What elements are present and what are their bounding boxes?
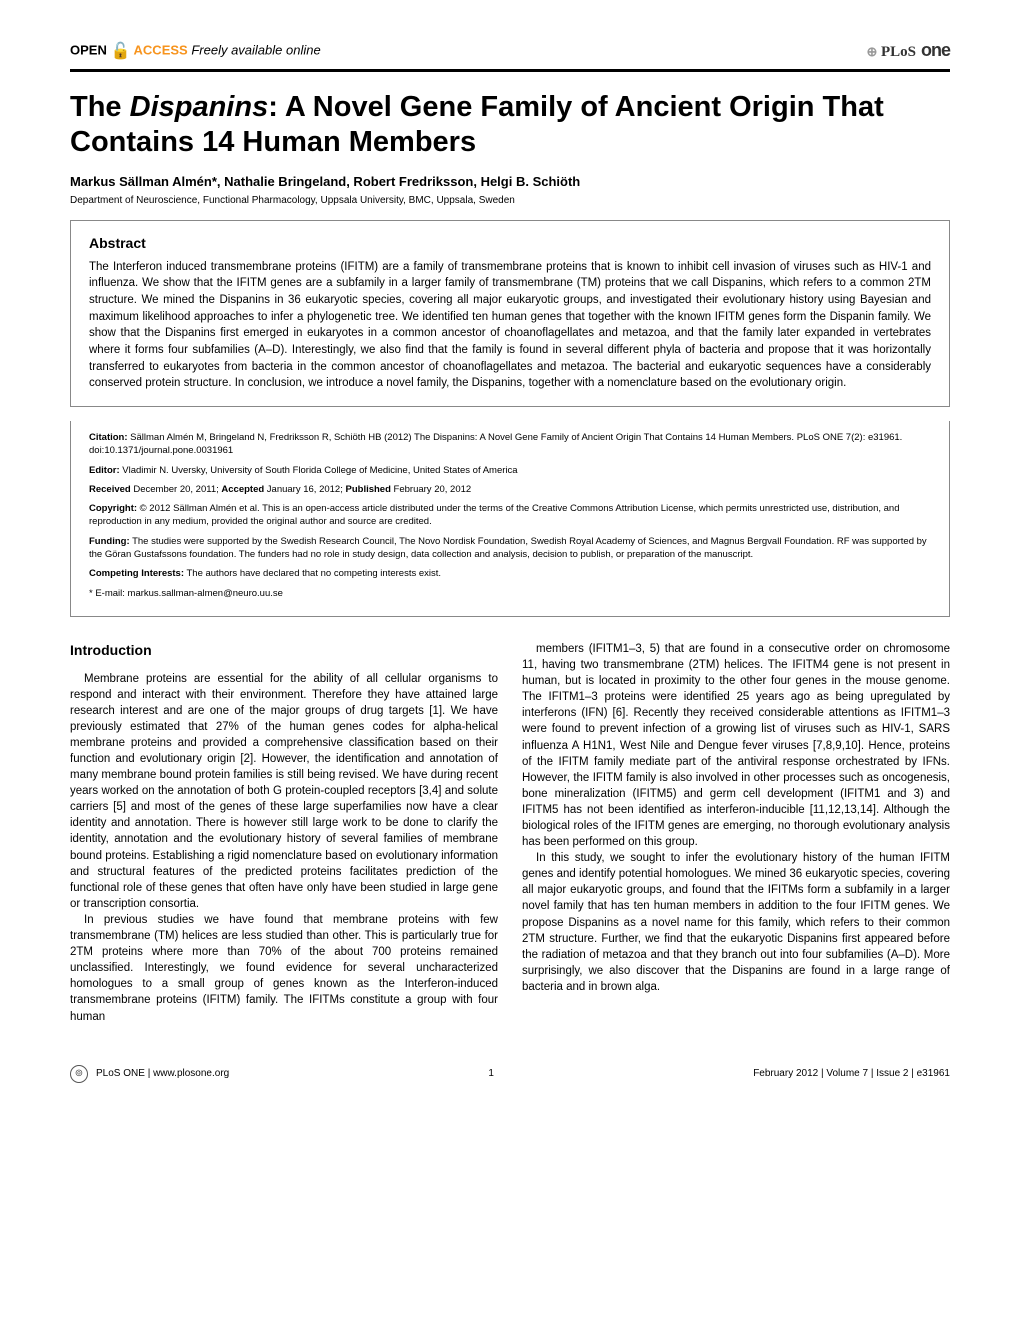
footer-journal: PLoS ONE | www.plosone.org	[96, 1068, 229, 1079]
received-text: December 20, 2011;	[131, 484, 222, 495]
intro-p3: members (IFITM1–3, 5) that are found in …	[522, 641, 950, 850]
meta-box: Citation: Sällman Almén M, Bringeland N,…	[70, 421, 950, 617]
header-bar: OPEN 🔓 ACCESS Freely available online ⊕ …	[70, 40, 950, 61]
footer-logo-icon: ⊚	[70, 1065, 88, 1083]
globe-icon: ⊕	[866, 44, 881, 59]
editor: Editor: Vladimir N. Uversky, University …	[89, 464, 931, 477]
published-label: Published	[346, 484, 391, 495]
funding-text: The studies were supported by the Swedis…	[89, 536, 927, 560]
intro-heading: Introduction	[70, 641, 498, 661]
title-pre: The	[70, 91, 130, 123]
dates: Received December 20, 2011; Accepted Jan…	[89, 483, 931, 496]
citation-text: Sällman Almén M, Bringeland N, Fredrikss…	[89, 432, 902, 456]
open-text: OPEN	[70, 42, 107, 57]
abstract-heading: Abstract	[89, 235, 931, 251]
article-title: The Dispanins: A Novel Gene Family of An…	[70, 90, 950, 160]
abstract-box: Abstract The Interferon induced transmem…	[70, 220, 950, 407]
body-column-right: members (IFITM1–3, 5) that are found in …	[522, 641, 950, 1025]
copyright-text: © 2012 Sällman Almén et al. This is an o…	[89, 503, 899, 527]
body-columns: Introduction Membrane proteins are essen…	[70, 641, 950, 1025]
journal-plos: PLoS	[881, 44, 916, 60]
authors: Markus Sällman Almén*, Nathalie Bringela…	[70, 174, 950, 189]
competing: Competing Interests: The authors have de…	[89, 567, 931, 580]
published-text: February 20, 2012	[391, 484, 471, 495]
open-access-badge: OPEN 🔓 ACCESS Freely available online	[70, 41, 321, 61]
body-column-left: Introduction Membrane proteins are essen…	[70, 641, 498, 1025]
copyright: Copyright: © 2012 Sällman Almén et al. T…	[89, 502, 931, 529]
editor-text: Vladimir N. Uversky, University of South…	[120, 465, 518, 476]
divider	[70, 69, 950, 72]
footer-page: 1	[488, 1068, 494, 1079]
competing-text: The authors have declared that no compet…	[184, 568, 441, 579]
freely-text: Freely available online	[191, 42, 320, 57]
competing-label: Competing Interests:	[89, 568, 184, 579]
footer-left: ⊚ PLoS ONE | www.plosone.org	[70, 1065, 229, 1083]
intro-p2: In previous studies we have found that m…	[70, 912, 498, 1025]
access-text: ACCESS	[134, 42, 188, 57]
accepted-label: Accepted	[221, 484, 264, 495]
lock-open-icon: 🔓	[110, 43, 130, 60]
funding-label: Funding:	[89, 536, 130, 547]
citation: Citation: Sällman Almén M, Bringeland N,…	[89, 431, 931, 458]
citation-label: Citation:	[89, 432, 128, 443]
journal-logo: ⊕ PLoS one	[866, 40, 950, 61]
affiliation: Department of Neuroscience, Functional P…	[70, 195, 950, 206]
page-footer: ⊚ PLoS ONE | www.plosone.org 1 February …	[70, 1065, 950, 1083]
accepted-text: January 16, 2012;	[264, 484, 345, 495]
intro-p1: Membrane proteins are essential for the …	[70, 671, 498, 912]
funding: Funding: The studies were supported by t…	[89, 535, 931, 562]
copyright-label: Copyright:	[89, 503, 137, 514]
journal-one: one	[921, 40, 950, 60]
editor-label: Editor:	[89, 465, 120, 476]
intro-p4: In this study, we sought to infer the ev…	[522, 850, 950, 995]
footer-issue: February 2012 | Volume 7 | Issue 2 | e31…	[753, 1068, 950, 1079]
title-italic: Dispanins	[130, 91, 269, 123]
abstract-text: The Interferon induced transmembrane pro…	[89, 259, 931, 392]
received-label: Received	[89, 484, 131, 495]
email: * E-mail: markus.sallman-almen@neuro.uu.…	[89, 587, 931, 600]
